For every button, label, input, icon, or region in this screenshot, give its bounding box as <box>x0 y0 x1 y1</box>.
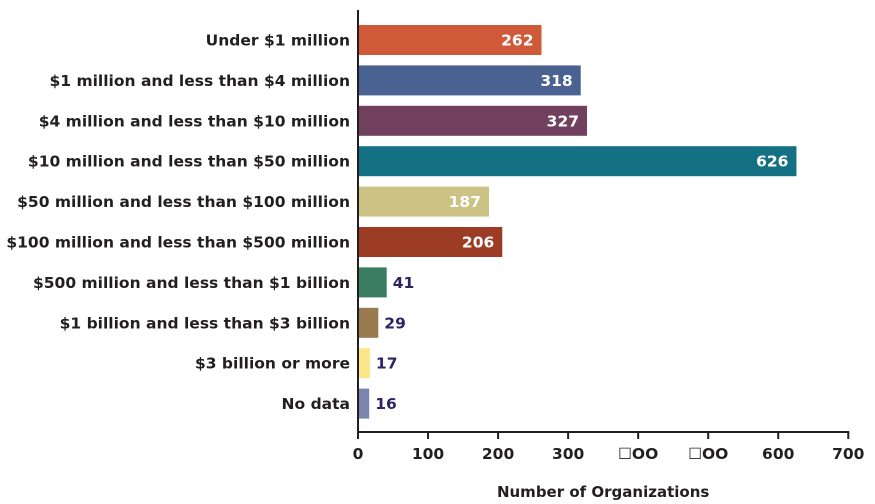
x-axis-ticks: 0 100 200 300 ☐OO ☐OO 600 700 <box>353 432 865 463</box>
data-label: 262 <box>501 32 533 50</box>
bar <box>358 65 581 96</box>
x-tick-label: 200 <box>482 445 515 463</box>
category-label: $50 million and less than $100 million <box>17 193 350 211</box>
x-tick-label: ☐OO <box>618 445 658 463</box>
bar <box>358 388 370 419</box>
category-label: $100 million and less than $500 million <box>6 234 350 252</box>
bar <box>358 105 588 136</box>
data-label: 318 <box>540 72 572 90</box>
x-tick-label: 700 <box>832 445 865 463</box>
bar <box>358 186 489 217</box>
category-label: $500 million and less than $1 billion <box>33 274 350 292</box>
x-tick-label: 100 <box>412 445 445 463</box>
category-label: $4 million and less than $10 million <box>39 112 350 130</box>
bar <box>358 25 542 55</box>
x-tick-label: 600 <box>762 445 795 463</box>
x-axis-title: Number of Organizations <box>497 483 709 501</box>
category-label: $1 million and less than $4 million <box>50 72 351 90</box>
category-label: $10 million and less than $50 million <box>28 153 350 171</box>
category-label: $1 billion and less than $3 billion <box>60 314 350 332</box>
bars-layer: Under $1 million 262 $1 million and less t… <box>6 25 797 419</box>
bar <box>358 267 387 298</box>
data-label: 187 <box>449 193 481 211</box>
category-label: $3 billion or more <box>195 355 350 373</box>
data-label: 626 <box>756 153 788 171</box>
x-tick-label: 300 <box>552 445 585 463</box>
data-label: 16 <box>375 395 397 413</box>
data-label: 206 <box>462 234 494 252</box>
category-label: Under $1 million <box>206 32 350 50</box>
bar <box>358 348 370 379</box>
data-label: 29 <box>384 314 406 332</box>
bar <box>358 227 503 257</box>
bar <box>358 146 797 177</box>
category-label: No data <box>282 395 350 413</box>
data-label: 327 <box>547 112 579 130</box>
x-tick-label: 0 <box>353 445 364 463</box>
x-axis <box>357 10 850 433</box>
data-label: 41 <box>393 274 415 292</box>
x-tick-label: ☐OO <box>688 445 728 463</box>
data-label: 17 <box>376 355 398 373</box>
bar <box>358 307 379 338</box>
